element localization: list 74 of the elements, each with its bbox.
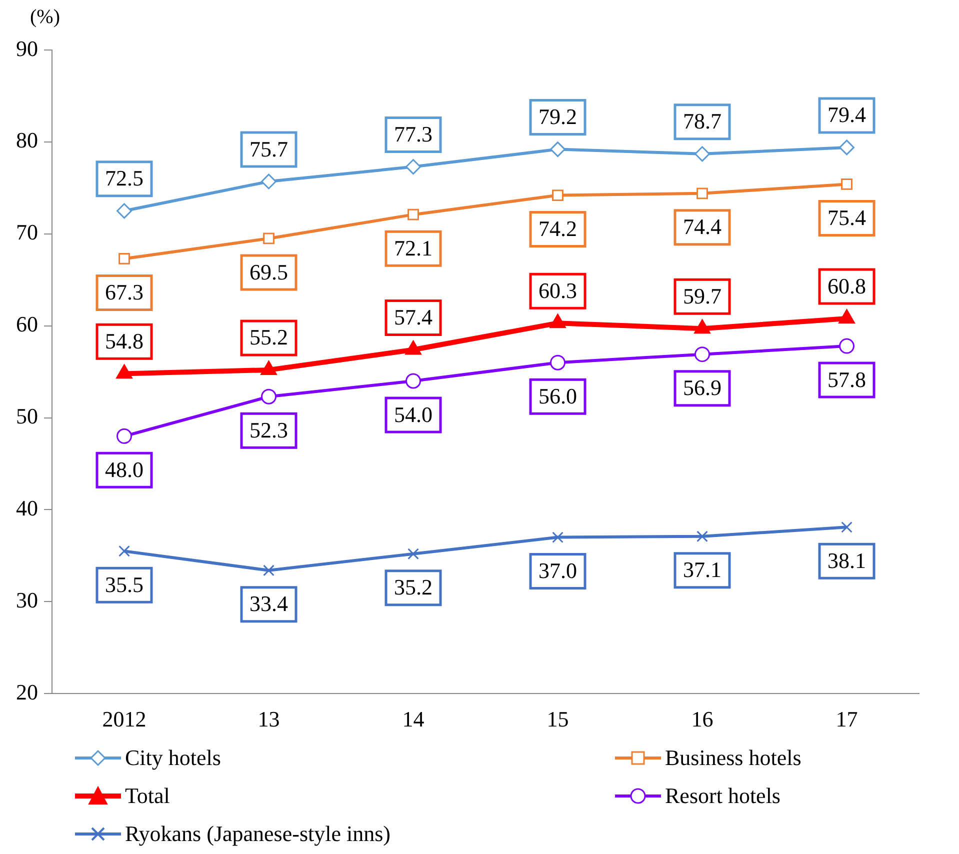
- point: [116, 428, 132, 444]
- point: [118, 253, 130, 264]
- legend-label: Resort hotels: [665, 783, 780, 809]
- y-tick-label: 20: [16, 679, 38, 704]
- y-axis-title: (%): [30, 6, 60, 29]
- point: [263, 232, 274, 244]
- data-label: 56.9: [683, 375, 722, 400]
- x-tick-label: 14: [402, 706, 424, 732]
- point: [406, 159, 421, 175]
- x-tick-label: 15: [546, 706, 569, 732]
- data-label: 56.0: [538, 383, 577, 408]
- y-tick-label: 90: [16, 36, 38, 61]
- data-label: 38.1: [828, 548, 866, 573]
- legend-label: Total: [125, 783, 170, 809]
- data-label: 74.2: [538, 216, 577, 242]
- y-tick-label: 30: [16, 587, 38, 612]
- y-tick-label: 40: [16, 495, 38, 520]
- data-label: 57.4: [394, 304, 432, 330]
- data-label: 69.5: [250, 259, 288, 284]
- y-tick-label: 70: [16, 220, 38, 245]
- point: [694, 346, 710, 362]
- point: [552, 190, 564, 201]
- data-label: 67.3: [105, 279, 144, 304]
- point: [694, 146, 710, 162]
- data-label: 54.0: [394, 402, 432, 427]
- data-label: 55.2: [250, 324, 288, 350]
- point: [696, 188, 708, 200]
- point: [696, 530, 708, 542]
- data-label: 75.4: [828, 205, 866, 230]
- point: [552, 532, 564, 543]
- point: [261, 174, 276, 190]
- point: [839, 140, 854, 156]
- data-label: 79.4: [828, 102, 866, 128]
- point: [261, 388, 276, 404]
- x-tick-label: 13: [258, 706, 280, 732]
- data-label: 59.7: [683, 283, 722, 308]
- data-label: 37.1: [683, 557, 722, 582]
- x-tick-label: 17: [836, 706, 858, 732]
- point: [118, 545, 130, 557]
- point: [116, 203, 132, 219]
- data-label: 60.3: [538, 278, 577, 303]
- data-label: 75.7: [250, 136, 288, 162]
- data-label: 52.3: [250, 417, 288, 442]
- data-label: 72.1: [394, 235, 432, 260]
- data-label: 35.2: [394, 574, 432, 600]
- data-label: 33.4: [250, 591, 288, 616]
- data-label: 78.7: [683, 108, 722, 134]
- data-label: 74.4: [683, 214, 722, 240]
- point: [841, 521, 852, 533]
- data-label: 79.2: [538, 104, 577, 130]
- y-tick-label: 50: [16, 404, 38, 429]
- data-label: 57.8: [828, 366, 866, 392]
- data-label: 60.8: [828, 273, 866, 298]
- data-label: 72.5: [105, 166, 144, 191]
- point: [550, 354, 566, 370]
- data-label: 77.3: [394, 122, 432, 147]
- point: [406, 373, 421, 389]
- legend-label: City hotels: [125, 745, 221, 771]
- y-tick-label: 60: [16, 312, 38, 337]
- legend-label: Ryokans (Japanese-style inns): [125, 821, 391, 847]
- point: [263, 564, 274, 576]
- x-tick-label: 16: [691, 706, 714, 732]
- point: [839, 338, 854, 354]
- data-label: 37.0: [538, 558, 577, 584]
- y-tick-label: 80: [16, 128, 38, 153]
- point: [841, 178, 852, 190]
- point: [408, 208, 419, 220]
- data-label: 48.0: [105, 456, 144, 482]
- data-label: 35.5: [105, 572, 144, 597]
- point: [408, 548, 419, 560]
- x-tick-label: 2012: [102, 706, 146, 732]
- point: [550, 142, 566, 158]
- data-label: 54.8: [105, 328, 144, 354]
- legend-label: Business hotels: [665, 745, 802, 771]
